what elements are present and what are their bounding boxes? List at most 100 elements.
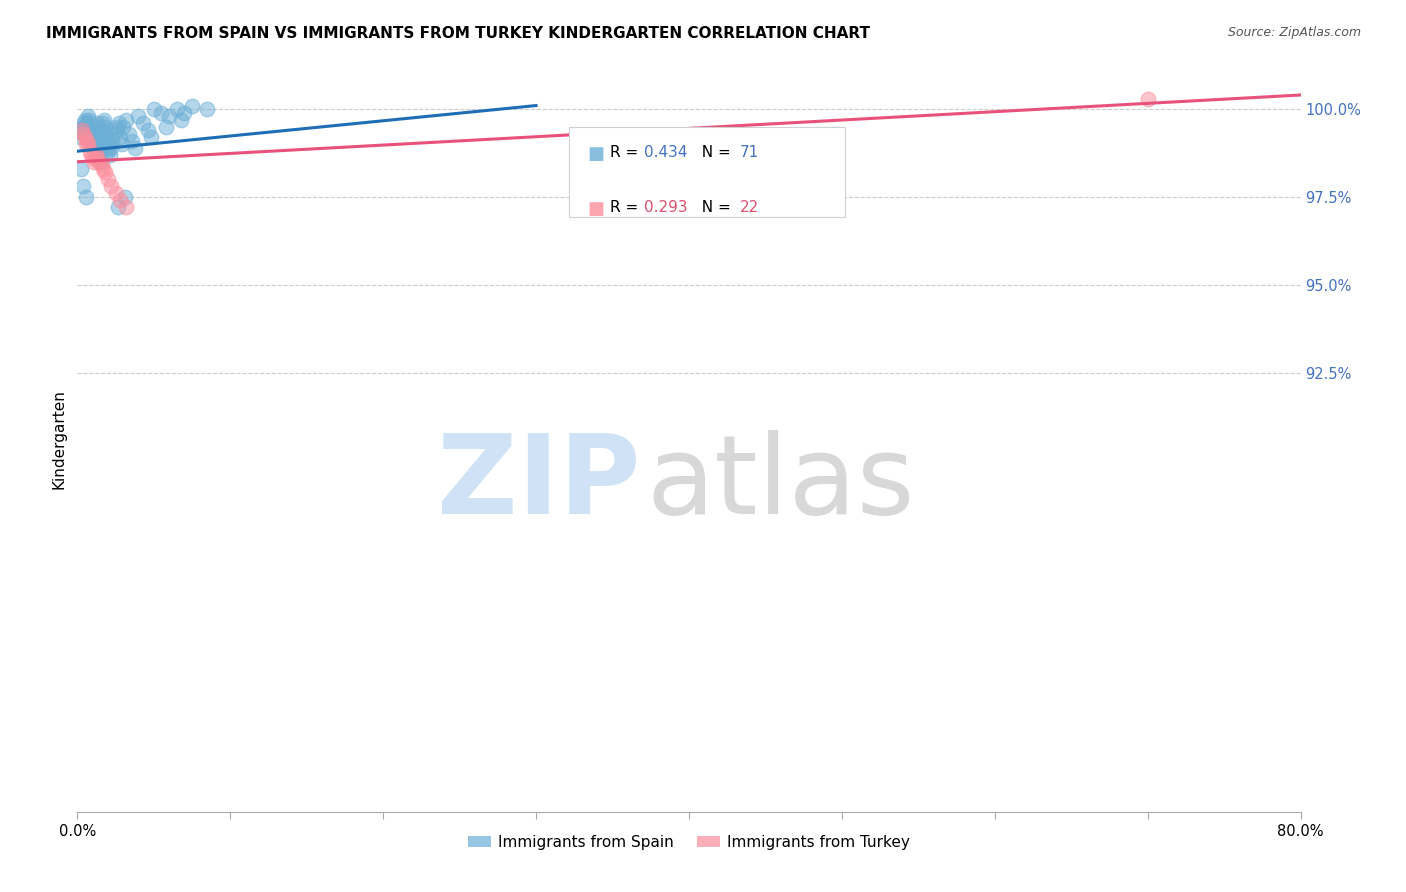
Point [70,123,93,137]
Point [96,134,118,148]
Point [76,123,98,137]
Point [75,137,97,152]
Point [91,116,114,130]
Point [98,147,121,161]
Point [87,134,110,148]
Point [94,120,117,134]
Point [77,137,100,152]
Text: ZIP: ZIP [437,431,640,538]
Point [87,130,110,145]
Point [77,112,100,127]
Point [100,141,122,155]
Point [91,161,114,176]
Y-axis label: Kindergarten: Kindergarten [51,390,66,489]
Point [101,134,124,148]
Point [75,190,97,204]
Point [127,109,149,123]
Point [97,172,120,186]
Point [150,105,173,120]
Point [115,201,138,215]
Point [72,127,94,141]
Point [104,123,127,137]
Point [173,105,195,120]
Point [98,137,121,152]
Point [115,112,138,127]
Point [79,145,101,159]
Point [79,120,101,134]
Point [94,127,117,141]
Point [89,145,111,159]
Point [82,151,104,165]
Point [108,130,131,145]
Point [72,179,94,194]
Point [80,134,103,148]
Point [84,120,107,134]
Point [89,141,111,155]
Point [108,194,131,208]
Text: ■: ■ [588,200,605,218]
Point [69,130,91,145]
Point [111,137,134,152]
Point [72,127,94,141]
Point [90,154,112,169]
Point [155,120,177,134]
Text: IMMIGRANTS FROM SPAIN VS IMMIGRANTS FROM TURKEY KINDERGARTEN CORRELATION CHART: IMMIGRANTS FROM SPAIN VS IMMIGRANTS FROM… [46,26,870,41]
Point [90,137,112,152]
Point [142,102,165,116]
Point [103,127,125,141]
Point [82,137,104,152]
Point [83,154,105,169]
Point [139,130,162,145]
Point [112,120,135,134]
Text: ■: ■ [588,145,605,163]
Point [136,123,159,137]
Point [86,116,108,130]
Legend: Immigrants from Spain, Immigrants from Turkey: Immigrants from Spain, Immigrants from T… [461,829,917,856]
Point [132,116,155,130]
Point [114,190,136,204]
Point [73,112,96,127]
Point [73,123,96,137]
Point [96,141,118,155]
Point [97,145,120,159]
Text: N =: N = [692,145,735,161]
Point [84,127,107,141]
Point [118,127,141,141]
Point [75,120,97,134]
Point [90,130,112,145]
Text: 0.293: 0.293 [644,200,688,215]
Point [90,158,112,172]
Point [87,154,110,169]
Point [121,134,143,148]
Point [86,123,108,137]
Point [93,112,115,127]
Text: R =: R = [610,145,644,161]
Point [80,147,103,161]
Text: atlas: atlas [647,431,915,538]
Point [70,161,93,176]
Point [124,141,146,155]
Text: Source: ZipAtlas.com: Source: ZipAtlas.com [1227,26,1361,39]
Point [91,123,114,137]
Point [94,165,117,179]
Point [1136,91,1159,105]
Point [73,116,96,130]
Text: R =: R = [610,200,644,215]
Point [157,109,180,123]
Text: 0.434: 0.434 [644,145,688,161]
Point [105,120,128,134]
Point [166,102,188,116]
Point [100,179,122,194]
Point [72,120,94,134]
Point [195,102,218,116]
Point [170,112,193,127]
Point [104,186,127,201]
Point [181,98,204,112]
Point [86,151,108,165]
Point [76,134,98,148]
Point [80,130,103,145]
Point [83,134,105,148]
Text: N =: N = [692,200,735,215]
Point [70,123,93,137]
Text: 22: 22 [740,200,759,215]
